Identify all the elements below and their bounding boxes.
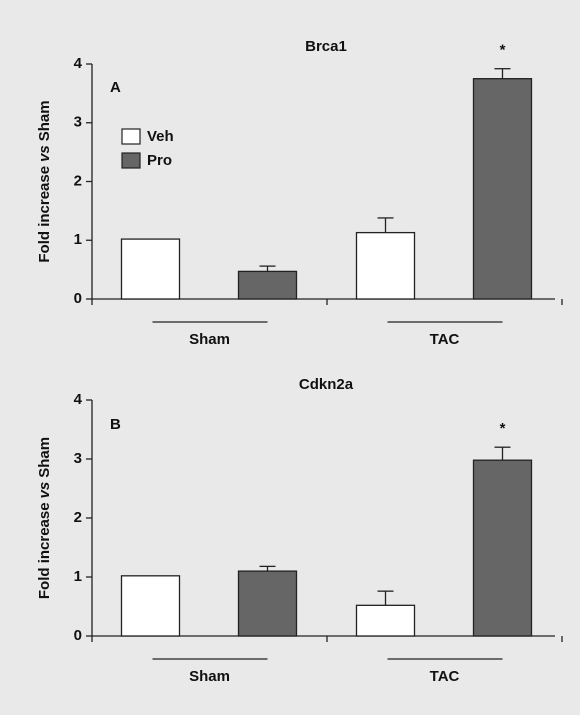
y-axis-label-part: vs [36, 482, 53, 499]
y-tick-label: 0 [74, 627, 82, 644]
bar [120, 238, 181, 300]
legend-swatch [121, 152, 141, 169]
y-axis-label-part: vs [36, 145, 53, 162]
x-tick-label: TAC [430, 331, 460, 348]
x-tick-label: TAC [430, 668, 460, 685]
significance-mark: * [500, 420, 506, 437]
y-tick-label: 2 [74, 172, 82, 189]
bar [355, 604, 416, 637]
y-axis-label-part: Fold increase [36, 502, 53, 599]
y-tick-label: 1 [74, 568, 82, 585]
panel-label: B [110, 416, 121, 433]
y-axis-label-part: Sham [36, 437, 53, 478]
legend-label: Veh [147, 128, 174, 145]
y-tick-label: 4 [74, 55, 83, 72]
y-tick-label: 0 [74, 290, 82, 307]
y-tick-label: 3 [74, 114, 82, 131]
y-tick-label: 4 [74, 391, 83, 408]
x-tick-label: Sham [189, 331, 230, 348]
chart-title: Brca1 [305, 38, 347, 55]
panel-label: A [110, 79, 121, 96]
bar [472, 459, 533, 637]
y-axis-label-part: Sham [36, 100, 53, 141]
y-tick-label: 3 [74, 450, 82, 467]
y-tick-label: 1 [74, 231, 82, 248]
bar [472, 78, 533, 300]
chart-title: Cdkn2a [299, 376, 354, 393]
bar [237, 570, 298, 637]
x-tick-label: Sham [189, 668, 230, 685]
legend-swatch [121, 128, 141, 145]
y-axis-label: Fold increase vs Sham [36, 437, 53, 599]
bar [237, 270, 298, 300]
y-axis-label: Fold increase vs Sham [36, 100, 53, 262]
y-tick-label: 2 [74, 509, 82, 526]
legend-label: Pro [147, 152, 172, 169]
y-axis-label-part: Fold increase [36, 166, 53, 263]
significance-mark: * [500, 42, 506, 59]
bar [355, 231, 416, 300]
bar [120, 575, 181, 637]
